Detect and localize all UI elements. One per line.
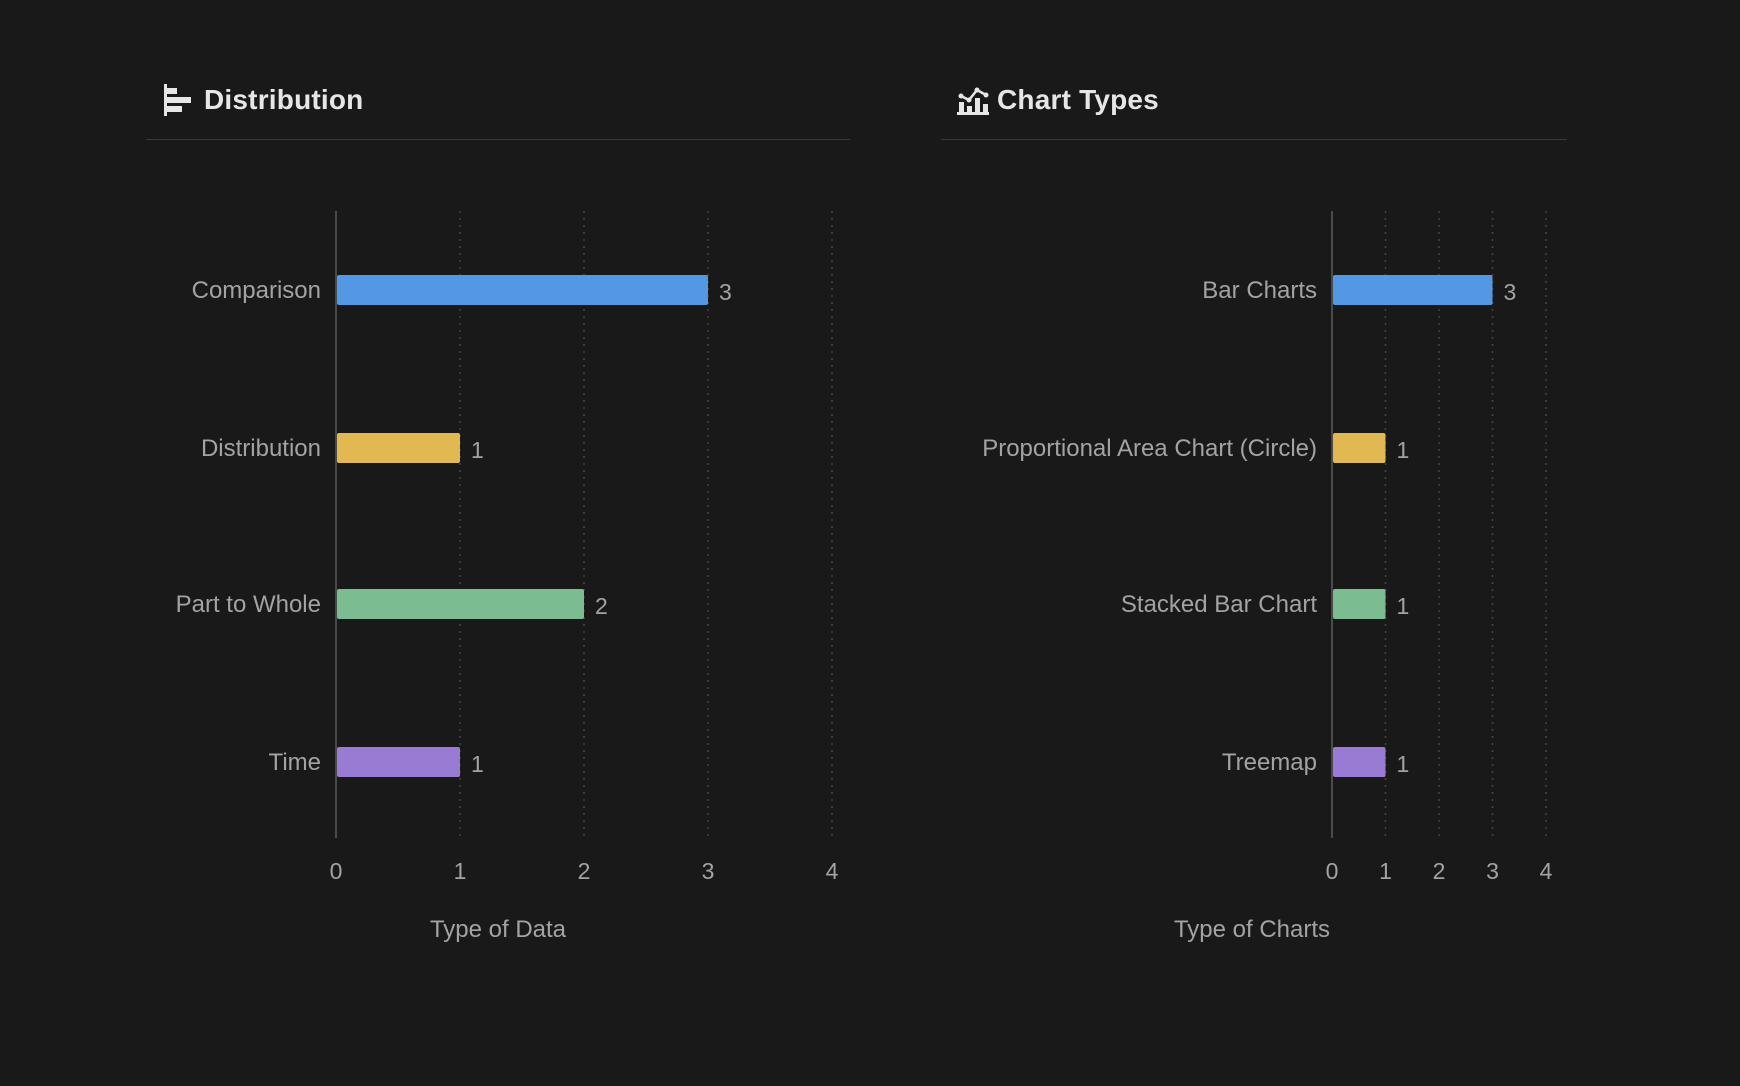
data-label: 1 — [471, 437, 484, 463]
x-tick-label: 4 — [1540, 858, 1553, 884]
panel-header: Distribution — [164, 76, 364, 124]
data-label: 2 — [595, 593, 608, 619]
bar[interactable] — [337, 589, 584, 619]
category-label: Comparison — [192, 277, 321, 304]
category-label: Stacked Bar Chart — [1121, 591, 1317, 618]
header-divider — [146, 139, 850, 140]
x-tick-label: 1 — [454, 858, 467, 884]
chart-types-icon — [957, 84, 989, 116]
x-tick-label: 2 — [578, 858, 591, 884]
data-label: 1 — [1397, 751, 1410, 777]
data-label: 1 — [471, 751, 484, 777]
x-tick-label: 0 — [1326, 858, 1339, 884]
data-label: 1 — [1397, 593, 1410, 619]
category-label: Time — [269, 749, 321, 776]
data-label: 3 — [1504, 279, 1517, 305]
bar[interactable] — [337, 433, 460, 463]
panel-title: Distribution — [204, 84, 364, 115]
horizontal-bar-chart-icon — [164, 84, 192, 116]
header-divider — [941, 139, 1567, 140]
chart-panel-distribution: Distribution Comparison 3 Distribution 1 Par… — [146, 0, 850, 1086]
x-tick-label: 3 — [1486, 858, 1499, 884]
bar-chart-type-of-charts: Bar Charts 3 Proportional Area Chart (Circ… — [982, 211, 1553, 943]
bar[interactable] — [337, 275, 708, 305]
x-tick-label: 0 — [330, 858, 343, 884]
bar-chart-type-of-data: Comparison 3 Distribution 1 Part to Whole 2 Ti… — [176, 211, 839, 943]
bar[interactable] — [1333, 589, 1386, 619]
category-label: Proportional Area Chart (Circle) — [982, 435, 1317, 462]
x-tick-label: 2 — [1433, 858, 1446, 884]
bar[interactable] — [1333, 275, 1493, 305]
data-label: 3 — [719, 279, 732, 305]
x-tick-label: 3 — [702, 858, 715, 884]
chart-panel-chart-types: Chart Types Bar Charts 3 Proportional Area… — [941, 0, 1567, 1086]
bar[interactable] — [337, 747, 460, 777]
bar[interactable] — [1333, 433, 1386, 463]
bar[interactable] — [1333, 747, 1386, 777]
x-axis-title: Type of Data — [430, 916, 567, 943]
x-axis-title: Type of Charts — [1174, 916, 1330, 943]
panel-header: Chart Types — [957, 76, 1159, 124]
category-label: Bar Charts — [1202, 277, 1317, 304]
x-tick-label: 4 — [826, 858, 839, 884]
panel-title: Chart Types — [997, 84, 1159, 115]
category-label: Treemap — [1222, 749, 1317, 776]
category-label: Part to Whole — [176, 591, 321, 618]
data-label: 1 — [1397, 437, 1410, 463]
category-label: Distribution — [201, 435, 321, 462]
x-tick-label: 1 — [1379, 858, 1392, 884]
